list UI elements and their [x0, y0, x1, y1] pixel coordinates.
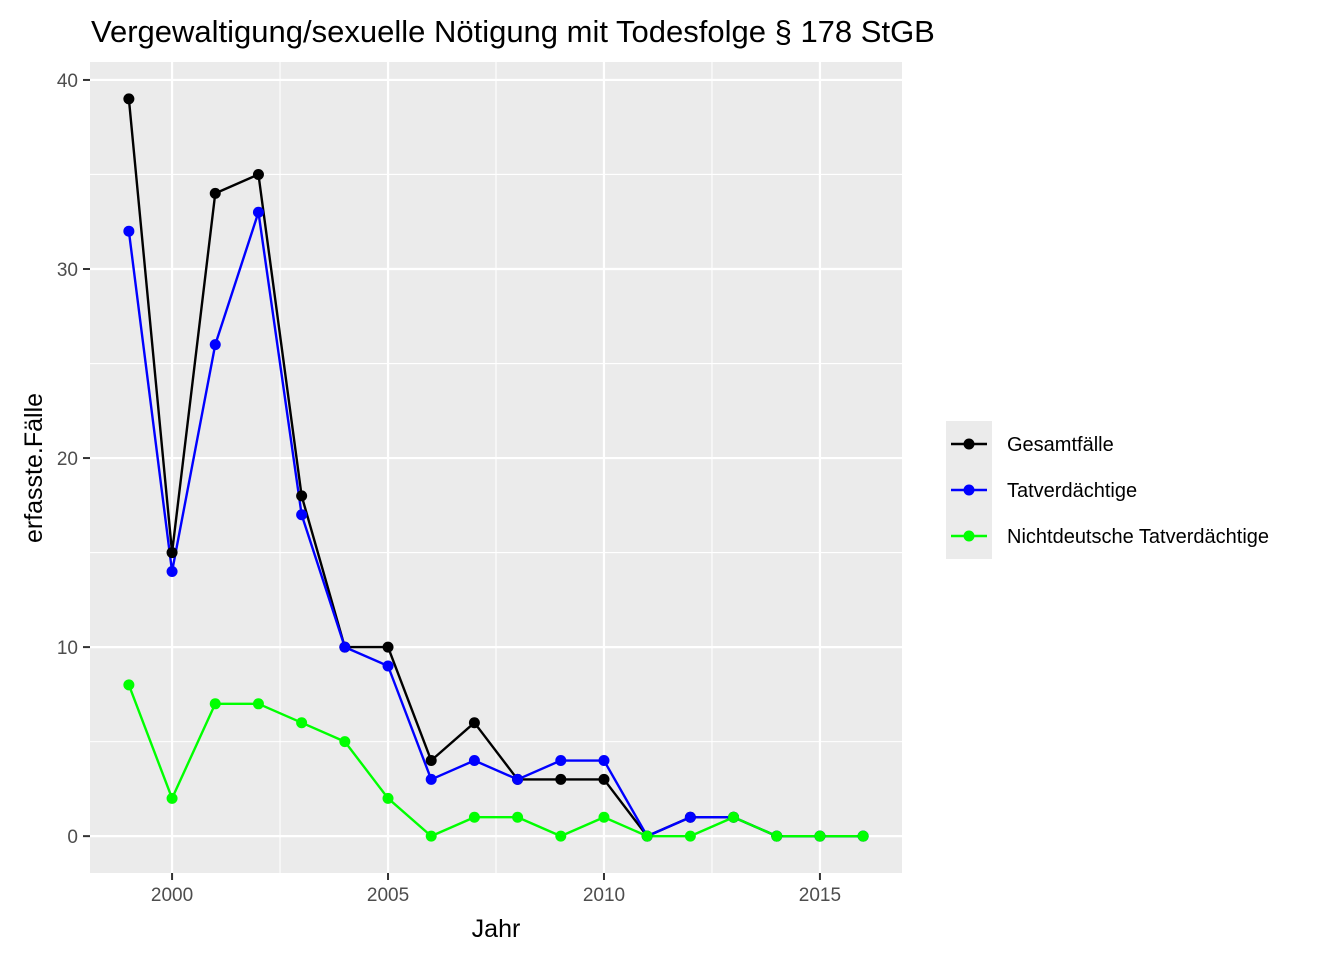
data-point: [555, 773, 567, 785]
data-point: [123, 93, 135, 105]
data-point: [296, 509, 308, 521]
data-point: [425, 773, 437, 785]
data-point: [598, 755, 610, 767]
data-point: [296, 490, 308, 502]
data-point: [209, 698, 221, 710]
data-point: [468, 717, 480, 729]
data-point: [166, 565, 178, 577]
data-point: [684, 830, 696, 842]
y-tick-label: 10: [57, 638, 78, 659]
data-point: [771, 830, 783, 842]
data-point: [166, 792, 178, 804]
data-point: [468, 811, 480, 823]
x-axis-title: Jahr: [472, 915, 521, 943]
y-tick-label: 20: [57, 449, 78, 470]
data-point: [339, 641, 351, 653]
series-line: [127, 684, 864, 838]
data-point: [857, 830, 869, 842]
data-point: [555, 755, 567, 767]
data-point: [598, 773, 610, 785]
data-point: [425, 755, 437, 767]
x-tick-label: 2005: [367, 885, 409, 906]
data-point: [382, 792, 394, 804]
data-point: [598, 811, 610, 823]
data-point: [555, 830, 567, 842]
data-point: [382, 641, 394, 653]
legend-key-point: [963, 484, 975, 496]
data-point: [512, 811, 524, 823]
series-layer: [123, 93, 869, 842]
data-point: [512, 773, 524, 785]
y-axis: 0 10 20 30 40: [57, 71, 90, 848]
data-point: [339, 736, 351, 748]
x-axis: 2000 2005 2010 2015: [151, 873, 841, 906]
data-point: [728, 811, 740, 823]
data-point: [382, 660, 394, 672]
data-point: [425, 830, 437, 842]
y-tick-label: 30: [57, 260, 78, 281]
data-point: [296, 717, 308, 729]
x-tick-label: 2000: [151, 885, 193, 906]
data-point: [209, 339, 221, 351]
data-point: [209, 187, 221, 199]
legend-label: Gesamtfälle: [1007, 434, 1114, 456]
data-point: [123, 679, 135, 691]
data-point: [641, 830, 653, 842]
grid-minor: [90, 62, 902, 873]
data-point: [252, 206, 264, 218]
y-axis-title: erfasste.Fälle: [20, 393, 48, 543]
data-point: [252, 698, 264, 710]
data-point: [468, 755, 480, 767]
y-tick-label: 0: [67, 827, 78, 848]
legend-label: Nichtdeutsche Tatverdächtige: [1007, 526, 1269, 548]
legend-key-point: [963, 530, 975, 542]
grid-major: [90, 62, 902, 873]
data-point: [123, 225, 135, 237]
data-point: [252, 168, 264, 180]
data-point: [684, 811, 696, 823]
legend-key-point: [963, 438, 975, 450]
chart-title: Vergewaltigung/sexuelle Nötigung mit Tod…: [91, 14, 935, 49]
data-point: [166, 547, 178, 559]
y-tick-label: 40: [57, 71, 78, 92]
legend: Gesamtfälle Tatverdächtige Nichtdeutsche T…: [946, 421, 1269, 559]
data-point: [814, 830, 826, 842]
x-tick-label: 2010: [583, 885, 625, 906]
x-tick-label: 2015: [799, 885, 841, 906]
legend-label: Tatverdächtige: [1007, 480, 1137, 502]
